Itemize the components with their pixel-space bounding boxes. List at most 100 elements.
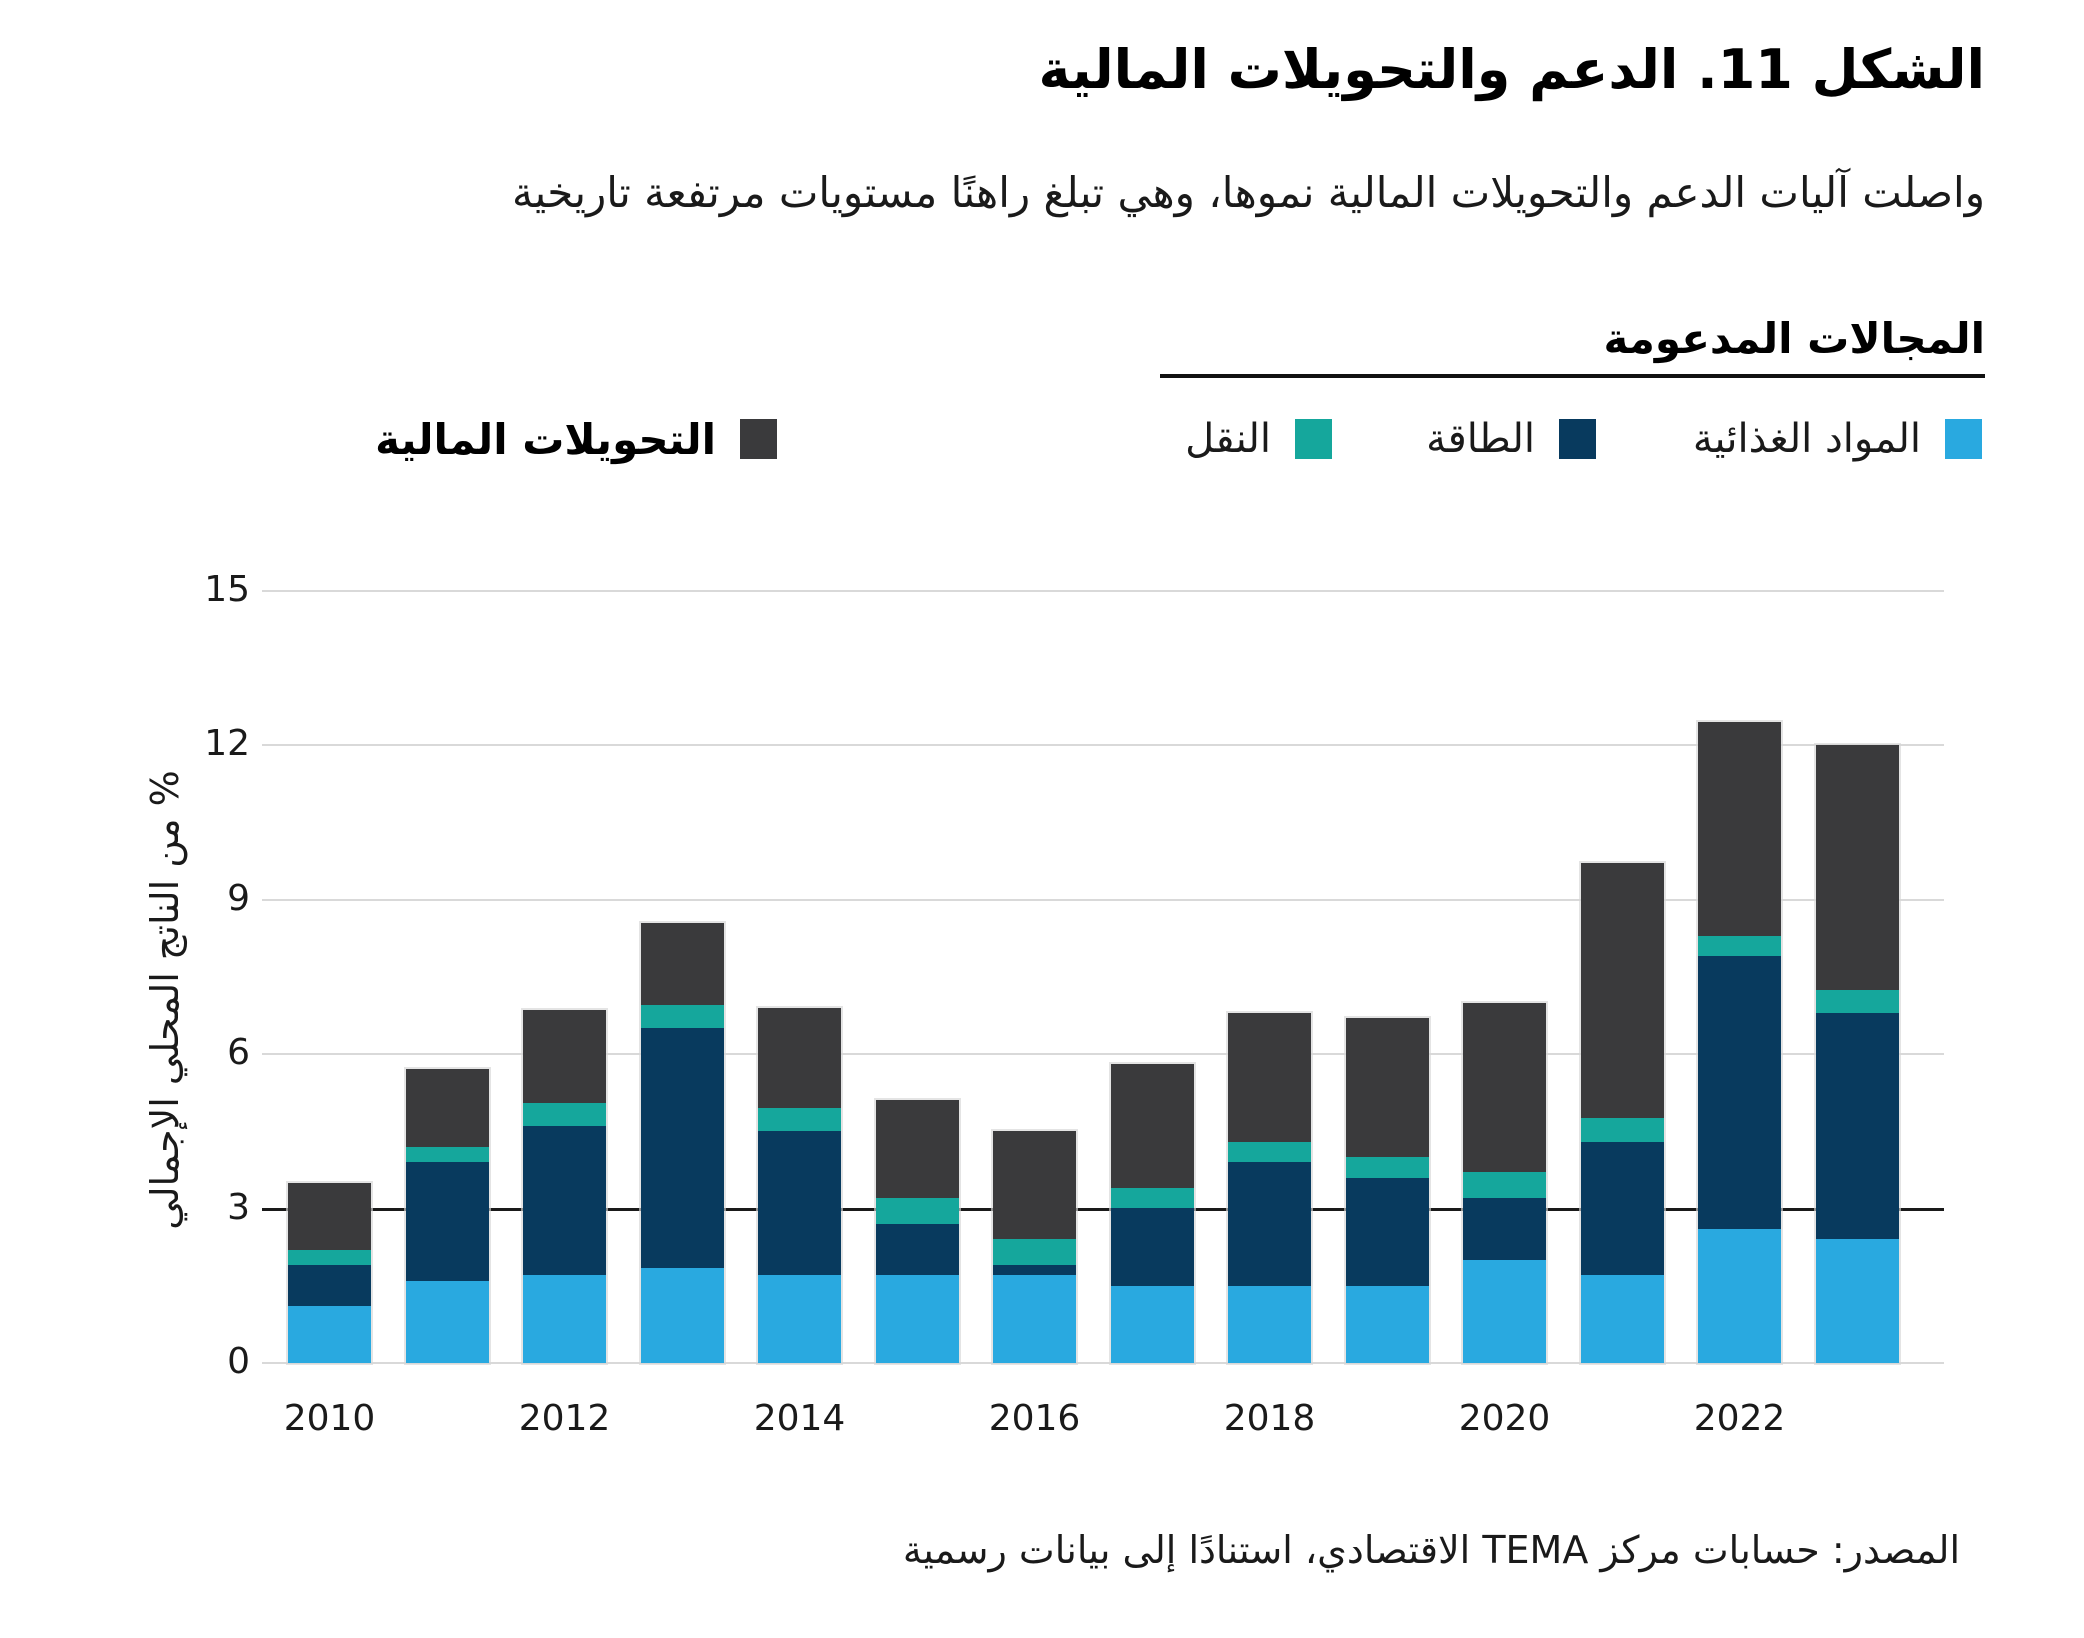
- legend-item-energy: الطاقة: [1426, 416, 1596, 462]
- transfers-swatch-icon: [740, 419, 777, 459]
- legend-item-transfers: التحويلات المالية: [375, 415, 777, 464]
- bar-segment-transfers-2021: [1580, 863, 1664, 1119]
- bar-segment-energy-2023: [1815, 1012, 1899, 1240]
- bar-segment-food-2012: [523, 1275, 606, 1363]
- bar-segment-food-2017: [1110, 1285, 1194, 1363]
- bar-segment-energy-2021: [1580, 1141, 1664, 1276]
- bar-segment-transfers-2023: [1815, 745, 1899, 990]
- food-swatch-icon: [1945, 419, 1982, 459]
- legend-item-food: المواد الغذائية: [1692, 416, 1982, 462]
- bar-segment-energy-2012: [523, 1126, 606, 1276]
- bar-segment-food-2015: [875, 1275, 959, 1363]
- gridline-y-0: [262, 1362, 1944, 1364]
- legend-label-transfers: التحويلات المالية: [375, 414, 716, 464]
- bar-segment-food-2011: [405, 1280, 489, 1363]
- bar-stack-2013: [640, 922, 724, 1363]
- gridline-y-12: [262, 744, 1944, 746]
- bar-stack-2011: [405, 1069, 489, 1363]
- gridline-y-9: [262, 898, 1944, 901]
- bar-stack-2018: [1228, 1012, 1311, 1363]
- x-tick-label-2012: 2012: [518, 1398, 611, 1439]
- bar-segment-transfers-2010: [288, 1182, 371, 1250]
- bar-segment-transport-2014: [758, 1108, 841, 1132]
- legend-underline: [1160, 374, 1985, 378]
- y-tick-label-9: 9: [227, 877, 250, 919]
- bar-segment-food-2021: [1580, 1275, 1664, 1363]
- x-tick-label-2010: 2010: [283, 1398, 376, 1439]
- bar-stack-2021: [1580, 863, 1664, 1363]
- figure-title: الشكل 11. الدعم والتحويلات المالية: [1038, 38, 1985, 101]
- bar-segment-transfers-2013: [640, 922, 724, 1006]
- bar-segment-transfers-2011: [405, 1069, 489, 1147]
- bar-segment-transport-2016: [993, 1239, 1076, 1266]
- bar-stack-2016: [993, 1131, 1076, 1363]
- legend-label-food: المواد الغذائية: [1692, 416, 1921, 462]
- x-tick-label-2016: 2016: [988, 1398, 1081, 1439]
- bar-segment-energy-2014: [758, 1131, 841, 1276]
- bar-segment-transport-2023: [1815, 989, 1899, 1013]
- legend-group-title: المجالات المدعومة: [1603, 314, 1985, 363]
- bar-segment-food-2016: [993, 1275, 1076, 1363]
- bar-stack-2020: [1463, 1002, 1546, 1364]
- bar-segment-transport-2022: [1698, 935, 1781, 957]
- bar-segment-transport-2019: [1345, 1156, 1429, 1178]
- bar-segment-energy-2017: [1110, 1208, 1194, 1286]
- x-tick-label-2018: 2018: [1223, 1398, 1316, 1439]
- bar-stack-2019: [1345, 1017, 1429, 1363]
- bar-segment-transfers-2014: [758, 1007, 841, 1109]
- x-tick-label-2022: 2022: [1693, 1398, 1786, 1439]
- bar-segment-energy-2019: [1345, 1177, 1429, 1286]
- y-axis-title: % من الناتج المحلي الإجمالي: [143, 770, 187, 1230]
- bar-segment-food-2010: [288, 1306, 371, 1363]
- bar-segment-energy-2020: [1463, 1198, 1546, 1260]
- bar-stack-2012: [523, 1010, 606, 1363]
- bar-segment-transfers-2022: [1698, 721, 1781, 936]
- bar-stack-2014: [758, 1007, 841, 1363]
- x-tick-label-2020: 2020: [1458, 1398, 1551, 1439]
- gridline-y-15: [262, 589, 1944, 592]
- bar-segment-transfers-2012: [523, 1010, 606, 1103]
- bar-segment-transport-2021: [1580, 1118, 1664, 1142]
- bar-segment-energy-2022: [1698, 956, 1781, 1230]
- legend-item-transport: النقل: [1185, 416, 1332, 462]
- y-tick-label-15: 15: [204, 568, 250, 610]
- bar-segment-transport-2018: [1228, 1141, 1311, 1163]
- bar-segment-transfers-2018: [1228, 1012, 1311, 1142]
- transport-swatch-icon: [1295, 419, 1332, 459]
- legend-label-energy: الطاقة: [1426, 416, 1535, 462]
- bar-segment-energy-2010: [288, 1265, 371, 1307]
- bar-segment-food-2022: [1698, 1229, 1781, 1363]
- x-tick-label-2014: 2014: [753, 1398, 846, 1439]
- bar-segment-food-2018: [1228, 1285, 1311, 1363]
- bar-segment-transfers-2015: [875, 1100, 959, 1199]
- bar-segment-transport-2013: [640, 1005, 724, 1029]
- figure-subtitle: واصلت آليات الدعم والتحويلات المالية نمو…: [512, 168, 1985, 217]
- bar-segment-energy-2016: [993, 1265, 1076, 1276]
- bar-stack-2017: [1110, 1064, 1194, 1363]
- gridline-y-3: [262, 1207, 1944, 1211]
- bar-segment-energy-2013: [640, 1028, 724, 1268]
- bar-segment-transfers-2016: [993, 1131, 1076, 1240]
- y-tick-label-12: 12: [204, 723, 250, 764]
- bar-segment-transport-2015: [875, 1198, 959, 1224]
- bar-segment-energy-2015: [875, 1223, 959, 1276]
- bar-segment-transport-2010: [288, 1249, 371, 1266]
- y-tick-label-3: 3: [227, 1186, 250, 1228]
- bar-segment-food-2023: [1815, 1239, 1899, 1363]
- bar-segment-transport-2017: [1110, 1187, 1194, 1209]
- bar-stack-2022: [1698, 721, 1781, 1363]
- bar-segment-food-2014: [758, 1275, 841, 1363]
- bar-segment-food-2020: [1463, 1259, 1546, 1363]
- gridline-y-6: [262, 1053, 1944, 1055]
- y-tick-label-0: 0: [227, 1341, 250, 1382]
- bar-segment-transport-2011: [405, 1146, 489, 1163]
- bar-segment-transfers-2020: [1463, 1002, 1546, 1173]
- bar-stack-2010: [288, 1182, 371, 1363]
- source-note: المصدر: حسابات مركز TEMA الاقتصادي، استن…: [902, 1528, 1960, 1572]
- bar-segment-transfers-2019: [1345, 1017, 1429, 1157]
- bar-segment-transfers-2017: [1110, 1064, 1194, 1188]
- bar-segment-transport-2012: [523, 1102, 606, 1127]
- y-tick-label-6: 6: [227, 1032, 250, 1073]
- bar-segment-food-2013: [640, 1267, 724, 1363]
